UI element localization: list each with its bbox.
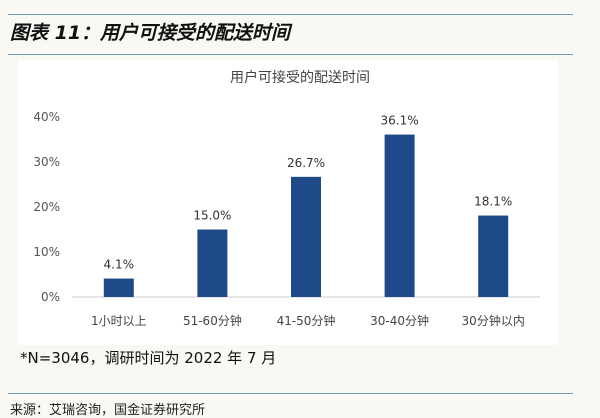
y-tick-label: 0% bbox=[41, 290, 60, 304]
top-rule bbox=[8, 14, 573, 15]
source-rule bbox=[8, 393, 573, 394]
bar bbox=[291, 176, 321, 297]
chart-title: 用户可接受的配送时间 bbox=[230, 69, 370, 86]
y-tick-label: 20% bbox=[33, 200, 60, 214]
title-rule bbox=[8, 54, 573, 55]
bar bbox=[478, 215, 509, 297]
y-tick-label: 10% bbox=[33, 245, 60, 259]
x-tick-label: 30分钟以内 bbox=[462, 313, 525, 328]
data-label: 36.1% bbox=[381, 114, 419, 128]
data-label: 18.1% bbox=[474, 195, 512, 209]
y-tick-label: 30% bbox=[33, 155, 60, 169]
data-label: 15.0% bbox=[193, 209, 231, 223]
source-text: 来源：艾瑞咨询，国金证券研究所 bbox=[10, 403, 206, 418]
x-tick-label: 41-50分钟 bbox=[277, 313, 336, 328]
bar bbox=[197, 229, 228, 297]
data-label: 4.1% bbox=[104, 258, 135, 272]
bar bbox=[103, 278, 134, 297]
figure-title: 图表 11：用户可接受的配送时间 bbox=[10, 22, 291, 44]
bar bbox=[384, 134, 415, 297]
x-tick-label: 30-40分钟 bbox=[370, 313, 429, 328]
x-tick-label: 1小时以上 bbox=[91, 314, 147, 328]
y-tick-label: 40% bbox=[33, 110, 60, 124]
data-label: 26.7% bbox=[287, 156, 325, 170]
footnote: *N=3046，调研时间为 2022 年 7 月 bbox=[20, 349, 277, 367]
x-tick-label: 51-60分钟 bbox=[183, 313, 242, 328]
